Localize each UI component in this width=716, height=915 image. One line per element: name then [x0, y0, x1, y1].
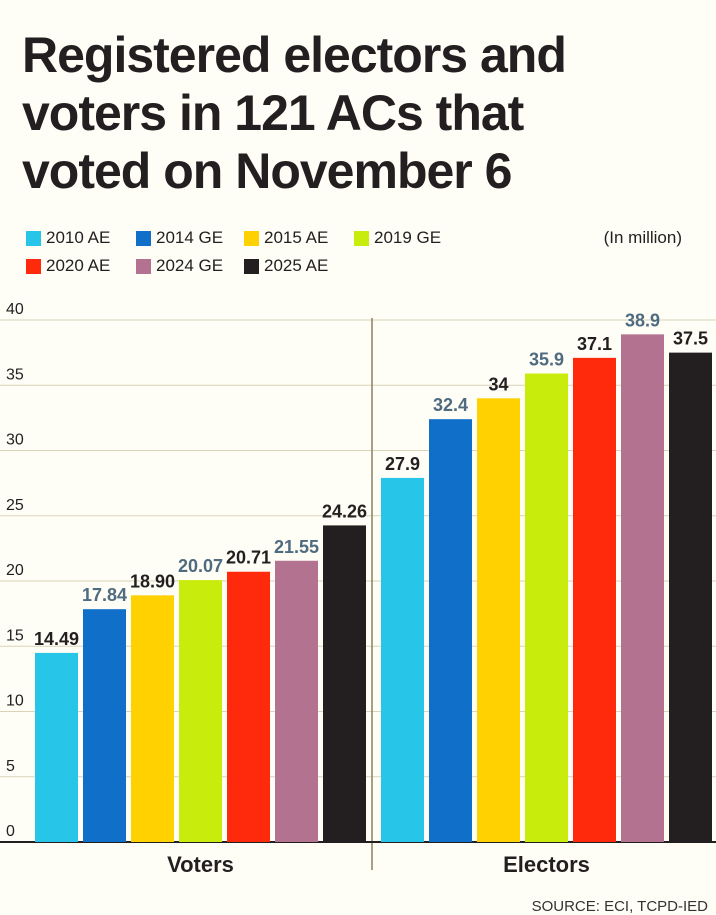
legend-item: 2010 AE: [26, 228, 110, 248]
legend-label: 2020 AE: [46, 256, 111, 275]
data-label: 37.1: [577, 334, 612, 354]
y-tick-label: 10: [6, 693, 24, 710]
title-line: voted on November 6: [22, 143, 512, 199]
legend-swatch: [354, 230, 369, 246]
data-label: 24.26: [322, 501, 367, 521]
bar: [573, 357, 616, 842]
y-tick-label: 5: [6, 758, 15, 775]
bar: [381, 477, 424, 842]
legend-swatch: [136, 230, 151, 246]
x-category-label: Voters: [167, 852, 234, 877]
bar: [83, 609, 126, 842]
data-label: 35.9: [529, 350, 564, 370]
unit-label: (In million): [603, 228, 682, 247]
bar: [477, 398, 520, 842]
y-tick-label: 40: [6, 301, 24, 318]
bar: [323, 525, 366, 842]
data-label: 34: [488, 374, 508, 394]
y-tick-label: 15: [6, 627, 24, 644]
legend-label: 2014 GE: [156, 228, 224, 247]
legend-item: 2014 GE: [136, 228, 223, 248]
bar: [35, 652, 78, 842]
data-label: 18.90: [130, 571, 175, 591]
data-label: 20.71: [226, 548, 271, 568]
source-note: SOURCE: ECI, TCPD-IED: [531, 898, 708, 915]
legend-swatch: [244, 258, 259, 274]
legend-label: 2010 AE: [46, 228, 111, 247]
legend-item: 2019 GE: [354, 228, 441, 248]
title-line: voters in 121 ACs that: [22, 85, 524, 141]
legend-swatch: [136, 258, 151, 274]
x-category-label: Electors: [503, 852, 590, 877]
legend-swatch: [244, 230, 259, 246]
data-label: 38.9: [625, 310, 660, 330]
y-tick-label: 30: [6, 432, 24, 449]
y-tick-label: 20: [6, 562, 24, 579]
legend-item: 2025 AE: [244, 256, 328, 276]
y-tick-label: 0: [6, 823, 15, 840]
legend-swatch: [26, 230, 41, 246]
bar: [179, 580, 222, 842]
bar: [429, 419, 472, 842]
legend-label: 2024 GE: [156, 256, 224, 275]
legend-label: 2025 AE: [264, 256, 329, 275]
legend-label: 2015 AE: [264, 228, 329, 247]
legend-swatch: [26, 258, 41, 274]
data-label: 32.4: [433, 395, 468, 415]
legend-item: 2020 AE: [26, 256, 110, 276]
legend-item: 2024 GE: [136, 256, 223, 276]
data-label: 14.49: [34, 629, 79, 649]
data-label: 37.5: [673, 329, 708, 349]
legend-item: 2015 AE: [244, 228, 328, 248]
title-line: Registered electors and: [22, 27, 567, 83]
y-tick-label: 35: [6, 366, 24, 383]
bar: [227, 571, 270, 842]
bar: [669, 352, 712, 842]
data-label: 21.55: [274, 537, 319, 557]
y-tick-label: 25: [6, 497, 24, 514]
bar: [275, 560, 318, 842]
bar: [621, 334, 664, 842]
data-label: 17.84: [82, 585, 127, 605]
chart-title: Registered electors and voters in 121 AC…: [22, 26, 567, 200]
data-label: 27.9: [385, 454, 420, 474]
bar: [131, 595, 174, 842]
bar: [525, 373, 568, 842]
data-label: 20.07: [178, 556, 223, 576]
legend-label: 2019 GE: [374, 228, 442, 247]
